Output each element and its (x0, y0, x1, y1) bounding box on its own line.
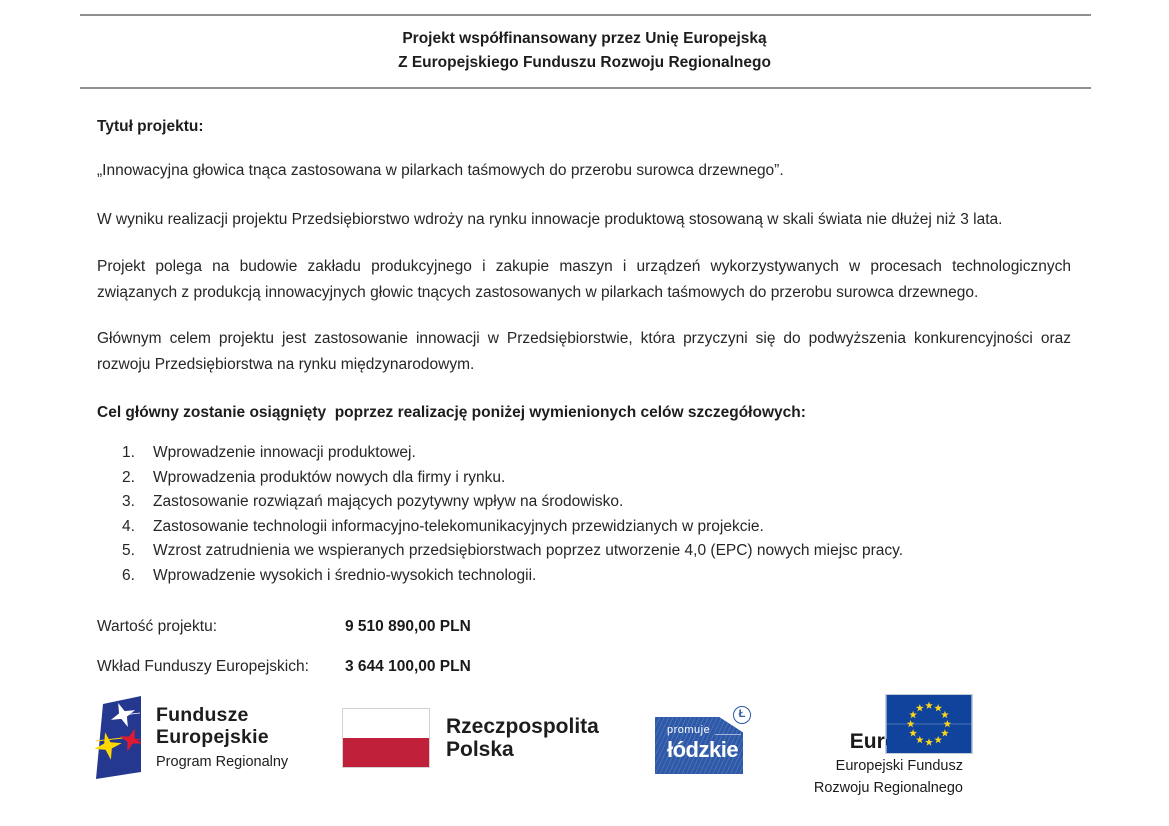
lodzkie-name: łódzkie (667, 737, 739, 762)
project-value-label: Wartość projektu: (97, 618, 218, 635)
lodzkie-box-icon: promuje łódzkie (655, 717, 743, 774)
document-body: Tytuł projektu: „Innowacyjna głowica tną… (0, 116, 1169, 680)
europejskie-line: Europejskie (156, 726, 269, 748)
eu-contribution-amount: 3 644 100,00 PLN (345, 658, 471, 675)
goal-list-item: Zastosowanie technologii informacyjno-te… (122, 515, 764, 539)
program-regionalny-line: Program Regionalny (156, 754, 289, 770)
paragraph-result: W wyniku realizacji projektu Przedsiębio… (97, 211, 1003, 228)
header-line-2: Z Europejskiego Funduszu Rozwoju Regiona… (398, 54, 771, 71)
document-header: Projekt współfinansowany przez Unię Euro… (0, 16, 1169, 87)
paragraph-scope: Projekt polega na budowie zakładu produk… (97, 258, 1071, 301)
europejski-fundusz-line: Europejski Fundusz (835, 758, 963, 774)
polska-line: Polska (446, 738, 514, 761)
goal-list-item: Zastosowanie rozwiązań mających pozytywn… (122, 490, 624, 514)
fundusze-line: Fundusze (156, 704, 249, 726)
fundusze-europejskie-flag-icon (95, 696, 141, 779)
rzeczpospolita-polska-logo: Rzeczpospolita Polska (342, 708, 599, 768)
goals-list: Wprowadzenie innowacji produktowej. Wpro… (122, 441, 1071, 588)
fundusze-europejskie-logo: Fundusze Europejskie Program Regionalny (95, 695, 288, 780)
lodzkie-tagline: promuje (667, 724, 711, 736)
eu-contribution-row: Wkład Funduszy Europejskich: 3 644 100,0… (97, 654, 1071, 680)
project-title-text: „Innowacyjna głowica tnąca zastosowana w… (97, 162, 784, 179)
goal-list-item: Wzrost zatrudnienia we wspieranych przed… (122, 539, 904, 563)
lodzkie-tagline-line (715, 734, 741, 735)
poland-flag-icon (342, 708, 430, 768)
header-line-1: Projekt współfinansowany przez Unię Euro… (402, 30, 767, 47)
project-title-label: Tytuł projektu: (97, 118, 204, 135)
paragraph-main-goal: Głównym celem projektu jest zastosowanie… (97, 330, 1071, 373)
header-top-rule (80, 14, 1091, 16)
project-value-row: Wartość projektu: 9 510 890,00 PLN (97, 614, 1071, 640)
rozwoju-regionalnego-line: Rozwoju Regionalnego (813, 780, 963, 796)
fundusze-europejskie-wordmark: Fundusze Europejskie Program Regionalny (156, 704, 288, 771)
lodzkie-l-badge-icon: Ł (733, 706, 751, 724)
goals-heading: Cel główny zostanie osiągnięty poprzez r… (97, 404, 806, 421)
logos-footer: Fundusze Europejskie Program Regionalny … (0, 690, 1169, 800)
goal-list-item: Wprowadzenia produktów nowych dla firmy … (122, 466, 506, 490)
header-bottom-rule (80, 87, 1091, 89)
financials: Wartość projektu: 9 510 890,00 PLN Wkład… (97, 614, 1071, 680)
promuje-lodzkie-logo: promuje łódzkie Ł (655, 706, 751, 774)
goal-list-item: Wprowadzenie innowacji produktowej. (122, 441, 416, 465)
eu-flag-icon (885, 694, 973, 754)
project-value-amount: 9 510 890,00 PLN (345, 618, 471, 635)
rzeczpospolita-line: Rzeczpospolita (446, 714, 599, 738)
eu-contribution-label: Wkład Funduszy Europejskich: (97, 658, 309, 675)
rzeczpospolita-polska-wordmark: Rzeczpospolita Polska (446, 715, 599, 762)
goal-list-item: Wprowadzenie wysokich i średnio-wysokich… (122, 564, 537, 588)
